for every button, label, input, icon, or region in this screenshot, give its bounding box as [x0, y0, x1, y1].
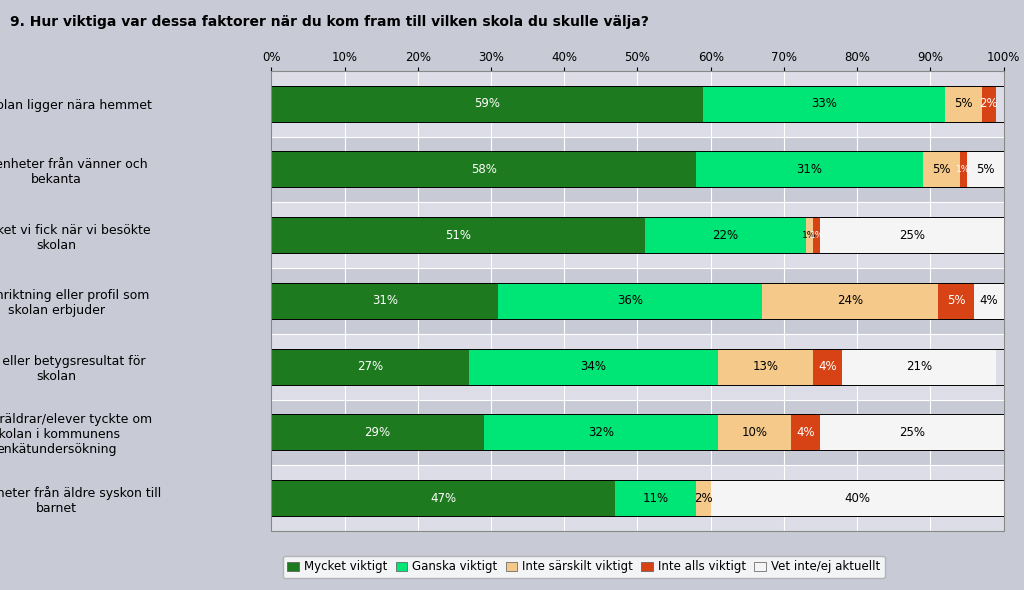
- Text: 4%: 4%: [818, 360, 837, 373]
- Text: 11%: 11%: [643, 491, 669, 504]
- Text: 25%: 25%: [899, 229, 925, 242]
- Bar: [271, 414, 1004, 451]
- Bar: [615, 480, 696, 516]
- Bar: [820, 414, 1004, 451]
- Bar: [711, 480, 1004, 516]
- Text: 1%: 1%: [956, 165, 971, 174]
- Bar: [499, 283, 762, 319]
- Bar: [959, 152, 967, 188]
- Text: 5%: 5%: [976, 163, 994, 176]
- Text: 40%: 40%: [844, 491, 870, 504]
- Bar: [271, 152, 696, 188]
- Bar: [271, 349, 469, 385]
- Bar: [271, 152, 1004, 188]
- Bar: [982, 86, 996, 122]
- Bar: [813, 349, 843, 385]
- Text: 31%: 31%: [797, 163, 822, 176]
- Text: 4%: 4%: [797, 426, 815, 439]
- Text: 27%: 27%: [357, 360, 383, 373]
- Bar: [696, 480, 711, 516]
- Text: 34%: 34%: [581, 360, 606, 373]
- Bar: [271, 283, 499, 319]
- Text: 2%: 2%: [980, 97, 998, 110]
- Text: 5%: 5%: [946, 294, 966, 307]
- Bar: [271, 86, 1004, 122]
- Bar: [271, 414, 483, 451]
- Text: 5%: 5%: [954, 97, 973, 110]
- Bar: [938, 283, 974, 319]
- Bar: [762, 283, 938, 319]
- Bar: [974, 283, 1004, 319]
- Text: 2%: 2%: [694, 491, 713, 504]
- Bar: [792, 414, 820, 451]
- Bar: [271, 480, 1004, 516]
- Bar: [271, 86, 703, 122]
- Bar: [696, 152, 923, 188]
- Bar: [806, 217, 813, 253]
- Bar: [945, 86, 982, 122]
- Bar: [271, 466, 1004, 531]
- Text: 31%: 31%: [372, 294, 398, 307]
- Text: 21%: 21%: [906, 360, 933, 373]
- Bar: [813, 217, 820, 253]
- Text: 29%: 29%: [365, 426, 390, 439]
- Bar: [271, 480, 615, 516]
- Text: 32%: 32%: [588, 426, 613, 439]
- Text: 1%: 1%: [810, 231, 824, 240]
- Bar: [271, 268, 1004, 334]
- Bar: [469, 349, 718, 385]
- Text: 51%: 51%: [445, 229, 471, 242]
- Bar: [271, 334, 1004, 399]
- Text: 58%: 58%: [471, 163, 497, 176]
- Bar: [271, 283, 1004, 319]
- Bar: [271, 71, 1004, 136]
- Text: 22%: 22%: [713, 229, 738, 242]
- Bar: [703, 86, 945, 122]
- Bar: [271, 217, 1004, 253]
- Bar: [843, 349, 996, 385]
- Bar: [923, 152, 959, 188]
- Bar: [718, 349, 813, 385]
- Bar: [271, 349, 1004, 385]
- Text: 1%: 1%: [803, 231, 817, 240]
- Text: 24%: 24%: [837, 294, 863, 307]
- Bar: [718, 414, 792, 451]
- Bar: [271, 399, 1004, 466]
- Text: 36%: 36%: [617, 294, 643, 307]
- Text: 13%: 13%: [753, 360, 778, 373]
- Bar: [271, 136, 1004, 202]
- Bar: [645, 217, 806, 253]
- Text: 59%: 59%: [474, 97, 501, 110]
- Text: 47%: 47%: [430, 491, 457, 504]
- Text: 4%: 4%: [980, 294, 998, 307]
- Bar: [820, 217, 1004, 253]
- Bar: [271, 202, 1004, 268]
- Bar: [483, 414, 718, 451]
- Text: 33%: 33%: [811, 97, 837, 110]
- Text: 10%: 10%: [741, 426, 768, 439]
- Text: 9. Hur viktiga var dessa faktorer när du kom fram till vilken skola du skulle vä: 9. Hur viktiga var dessa faktorer när du…: [10, 15, 649, 29]
- Bar: [271, 217, 645, 253]
- Bar: [967, 152, 1004, 188]
- Text: 25%: 25%: [899, 426, 925, 439]
- Legend: Mycket viktigt, Ganska viktigt, Inte särskilt viktigt, Inte alls viktigt, Vet in: Mycket viktigt, Ganska viktigt, Inte sär…: [283, 556, 885, 578]
- Text: 5%: 5%: [932, 163, 950, 176]
